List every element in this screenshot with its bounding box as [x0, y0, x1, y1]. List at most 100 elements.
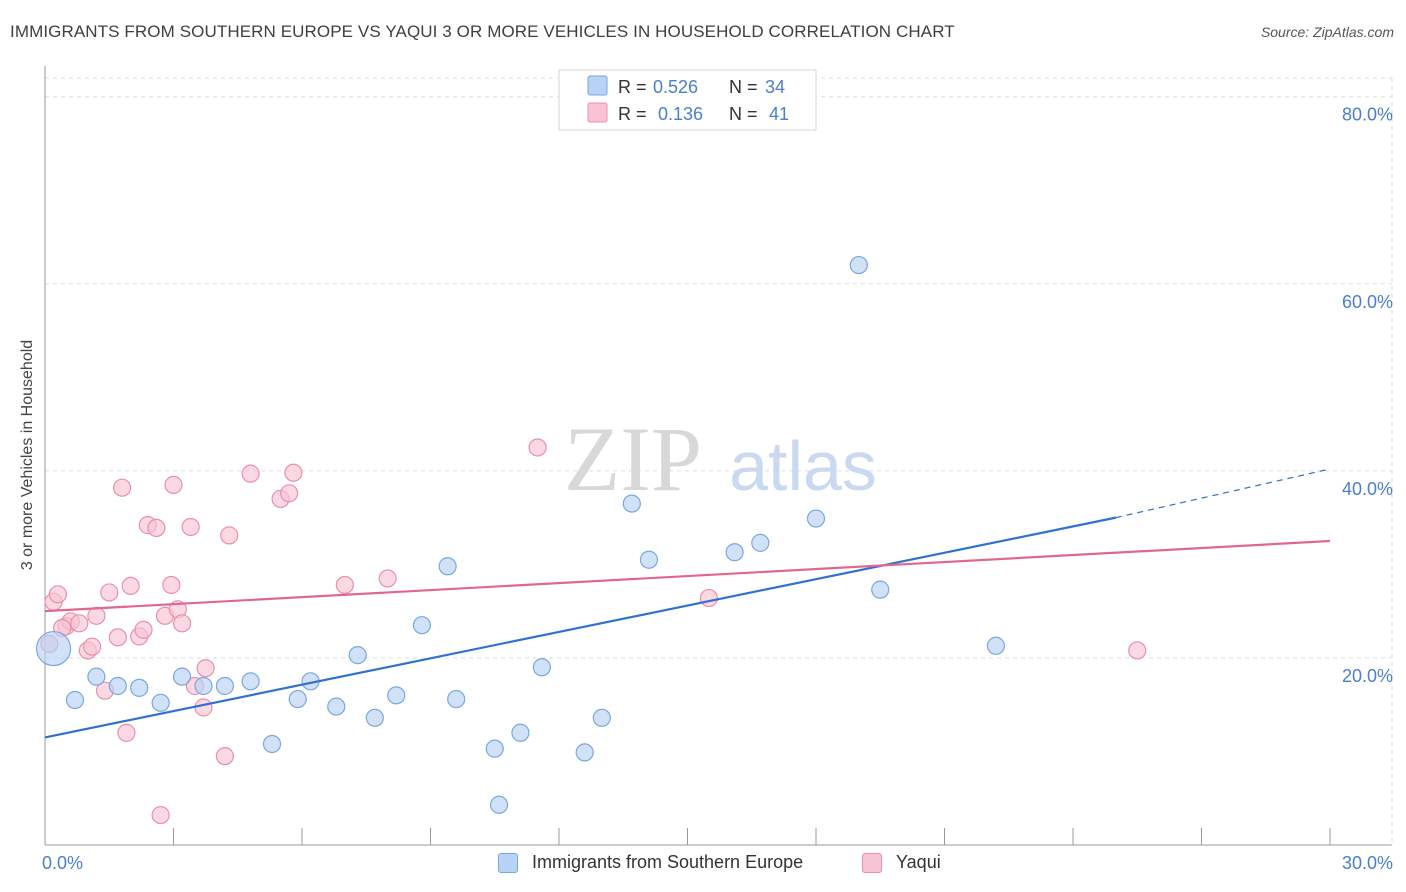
data-point-southern-europe	[489, 795, 509, 814]
data-point-southern-europe	[575, 743, 594, 762]
bottom-legend: Immigrants from Southern Europe Yaqui	[0, 852, 1406, 878]
data-point-southern-europe	[65, 690, 85, 710]
data-point-southern-europe	[849, 255, 868, 275]
x-tick-label: 30.0%	[1342, 853, 1393, 873]
data-point-yaqui	[117, 723, 136, 742]
data-point-yaqui	[335, 575, 354, 595]
data-point-yaqui	[172, 614, 192, 633]
legend-label-southern-europe: Immigrants from Southern Europe	[532, 852, 804, 872]
yaqui-points	[40, 438, 1147, 825]
data-point-yaqui	[220, 526, 239, 545]
legend-item-yaqui[interactable]: Yaqui	[862, 852, 941, 873]
data-point-yaqui	[699, 588, 719, 608]
legend-r-value-pink: 0.136	[658, 104, 703, 124]
data-point-southern-europe	[172, 667, 192, 686]
x-tick-label: 0.0%	[42, 853, 83, 873]
data-point-southern-europe	[485, 739, 504, 758]
data-point-yaqui	[134, 620, 153, 639]
data-point-yaqui	[48, 585, 67, 604]
data-point-southern-europe	[194, 676, 213, 696]
legend-swatch-yaqui	[862, 852, 882, 873]
data-point-yaqui	[378, 569, 397, 588]
data-point-southern-europe	[35, 630, 72, 667]
legend-r-label-blue: R =	[618, 77, 647, 97]
data-point-yaqui	[284, 463, 303, 482]
watermark-zip: ZIP	[564, 408, 702, 510]
data-point-yaqui	[162, 575, 181, 595]
axes	[44, 66, 1392, 846]
data-point-southern-europe	[622, 494, 641, 513]
data-point-yaqui	[164, 475, 183, 494]
watermark: ZIP atlas	[564, 408, 877, 510]
data-point-yaqui	[83, 637, 102, 656]
data-point-yaqui	[147, 518, 166, 538]
data-point-yaqui	[1128, 641, 1147, 660]
data-point-yaqui	[194, 698, 213, 717]
data-point-yaqui	[241, 464, 260, 483]
legend-r-value-blue: 0.526	[653, 77, 698, 97]
data-point-southern-europe	[215, 676, 234, 696]
data-point-southern-europe	[751, 533, 770, 552]
legend-swatch-southern-europe	[498, 852, 518, 873]
data-point-yaqui	[181, 517, 200, 537]
data-point-southern-europe	[447, 689, 466, 709]
data-point-southern-europe	[592, 708, 611, 727]
data-point-yaqui	[87, 606, 106, 625]
data-point-southern-europe	[532, 658, 551, 677]
trend-lines	[44, 468, 1331, 739]
y-tick-label: 20.0%	[1342, 666, 1393, 686]
legend-label-yaqui: Yaqui	[896, 852, 941, 872]
trend-line-southern-europe	[44, 516, 1117, 739]
data-point-southern-europe	[241, 672, 260, 691]
data-point-yaqui	[215, 747, 234, 766]
legend-r-label-pink: R =	[618, 104, 647, 124]
legend-item-southern-europe[interactable]: Immigrants from Southern Europe	[498, 852, 803, 873]
data-point-southern-europe	[438, 557, 457, 576]
data-point-southern-europe	[725, 543, 744, 562]
data-point-yaqui	[196, 659, 215, 678]
data-point-yaqui	[121, 576, 140, 596]
legend-n-value-pink: 41	[769, 104, 789, 124]
legend-n-label-pink: N =	[729, 104, 758, 124]
data-point-southern-europe	[511, 723, 530, 742]
data-point-yaqui	[108, 628, 127, 647]
gridlines	[45, 77, 1393, 845]
legend-swatch-blue	[587, 75, 608, 96]
watermark-atlas: atlas	[729, 427, 877, 505]
data-point-yaqui	[100, 583, 119, 602]
legend-swatch-pink	[587, 102, 608, 123]
data-point-southern-europe	[108, 676, 127, 696]
data-point-southern-europe	[130, 678, 149, 697]
data-point-southern-europe	[871, 580, 890, 599]
data-point-southern-europe	[151, 693, 170, 712]
trend-line-extension-southern-europe	[1115, 468, 1331, 519]
y-tick-label: 40.0%	[1342, 479, 1393, 499]
trend-line-yaqui	[44, 539, 1331, 613]
stats-legend: R = 0.526 N = 34 R = 0.136 N = 41	[558, 69, 817, 131]
chart-title: IMMIGRANTS FROM SOUTHERN EUROPE VS YAQUI…	[10, 22, 955, 41]
data-point-southern-europe	[262, 734, 282, 754]
chart-source: Source: ZipAtlas.com	[1260, 24, 1394, 40]
data-point-southern-europe	[87, 667, 106, 686]
data-point-yaqui	[280, 484, 299, 503]
data-point-southern-europe	[327, 697, 346, 716]
data-point-yaqui	[70, 614, 89, 633]
data-point-southern-europe	[639, 550, 659, 569]
legend-n-value-blue: 34	[765, 77, 785, 97]
data-point-yaqui	[112, 478, 132, 497]
data-point-yaqui	[528, 438, 547, 457]
data-point-southern-europe	[412, 616, 432, 635]
data-point-southern-europe	[387, 686, 406, 705]
tick-labels: 20.0% 40.0% 60.0% 80.0% 0.0% 30.0%	[42, 105, 1393, 873]
legend-n-label-blue: N =	[729, 77, 758, 97]
data-point-yaqui	[151, 805, 170, 825]
y-tick-label: 80.0%	[1342, 105, 1393, 125]
data-point-southern-europe	[348, 646, 367, 665]
data-point-southern-europe	[806, 509, 826, 528]
y-tick-label: 60.0%	[1342, 292, 1393, 312]
data-point-southern-europe	[365, 708, 384, 727]
data-point-southern-europe	[288, 689, 307, 709]
southern-europe-points	[35, 255, 1006, 814]
data-point-southern-europe	[986, 636, 1006, 655]
